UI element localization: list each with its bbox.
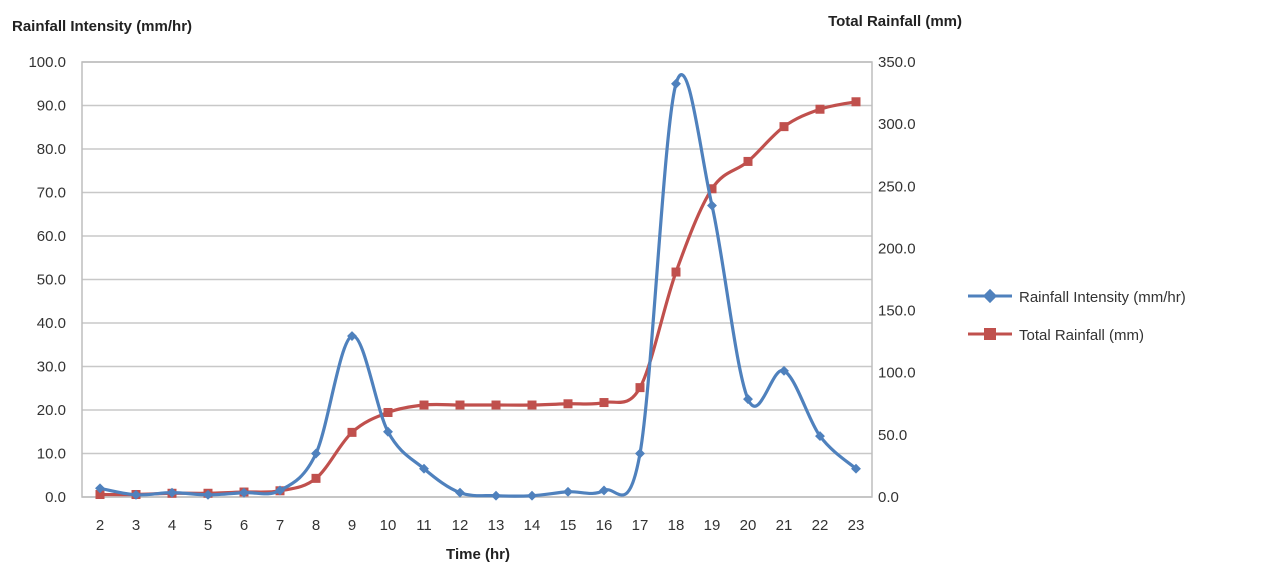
data-point-total-rainfall: [491, 400, 501, 410]
data-point-total-rainfall: [671, 267, 681, 277]
x-tick-label: 13: [488, 517, 505, 534]
right-tick-label: 150.0: [878, 303, 916, 320]
series-total-rainfall: [95, 97, 861, 500]
data-point-rainfall-intensity: [707, 200, 717, 211]
gridlines: [82, 61, 872, 498]
data-point-rainfall-intensity: [455, 487, 465, 498]
right-axis-title: Total Rainfall (mm): [828, 13, 962, 30]
data-point-total-rainfall: [455, 400, 465, 410]
data-point-total-rainfall: [527, 400, 537, 410]
data-point-rainfall-intensity: [743, 394, 753, 405]
x-tick-label: 17: [632, 517, 649, 534]
data-point-total-rainfall: [347, 427, 357, 437]
data-point-total-rainfall: [815, 104, 825, 114]
x-tick-label: 23: [848, 517, 865, 534]
x-axis-title: Time (hr): [446, 546, 510, 563]
right-tick-label: 0.0: [878, 489, 899, 506]
left-tick-label: 70.0: [37, 185, 66, 202]
data-point-total-rainfall: [635, 383, 645, 393]
left-tick-label: 60.0: [37, 228, 66, 245]
right-tick-label: 350.0: [878, 54, 916, 71]
data-point-rainfall-intensity: [311, 448, 321, 459]
x-tick-label: 19: [704, 517, 721, 534]
data-point-total-rainfall: [851, 97, 861, 107]
x-tick-label: 7: [276, 517, 284, 534]
left-axis-title: Rainfall Intensity (mm/hr): [12, 18, 192, 35]
legend-label-total-rainfall: Total Rainfall (mm): [1019, 327, 1144, 344]
data-point-total-rainfall: [563, 399, 573, 409]
data-point-rainfall-intensity: [815, 431, 825, 442]
data-point-rainfall-intensity: [131, 489, 141, 500]
x-tick-label: 21: [776, 517, 793, 534]
legend: Rainfall Intensity (mm/hr) Total Rainfal…: [968, 288, 1186, 344]
data-point-rainfall-intensity: [167, 487, 177, 498]
data-point-rainfall-intensity: [527, 490, 537, 501]
left-tick-label: 100.0: [28, 54, 66, 71]
series-rainfall-intensity: [95, 73, 861, 501]
series-layer: [95, 73, 861, 501]
data-point-total-rainfall: [419, 400, 429, 410]
x-tick-label: 4: [168, 517, 176, 534]
left-tick-label: 80.0: [37, 141, 66, 158]
data-point-rainfall-intensity: [851, 463, 861, 474]
x-tick-label: 3: [132, 517, 140, 534]
data-point-rainfall-intensity: [275, 485, 285, 496]
data-point-rainfall-intensity: [671, 78, 681, 89]
right-tick-label: 250.0: [878, 178, 916, 195]
x-tick-label: 16: [596, 517, 613, 534]
series-line-rainfall-intensity: [99, 73, 858, 498]
right-axis-ticks: 0.0 50.0 100.0 150.0 200.0 250.0 300.0 350.0: [878, 54, 916, 506]
left-axis-ticks: 0.0 10.0 20.0 30.0 40.0 50.0 60.0 70.0 80.0 90.0 1…: [28, 54, 66, 506]
left-tick-label: 20.0: [37, 402, 66, 419]
left-tick-label: 50.0: [37, 272, 66, 289]
data-point-rainfall-intensity: [563, 486, 573, 497]
legend-label-rainfall-intensity: Rainfall Intensity (mm/hr): [1019, 289, 1186, 306]
left-tick-label: 30.0: [37, 359, 66, 376]
x-tick-label: 8: [312, 517, 320, 534]
right-tick-label: 100.0: [878, 365, 916, 382]
x-tick-label: 15: [560, 517, 577, 534]
x-tick-label: 2: [96, 517, 104, 534]
data-point-total-rainfall: [743, 156, 753, 166]
right-tick-label: 200.0: [878, 240, 916, 257]
data-point-rainfall-intensity: [491, 490, 501, 501]
x-tick-label: 10: [380, 517, 397, 534]
x-tick-label: 18: [668, 517, 685, 534]
data-point-total-rainfall: [599, 398, 609, 408]
data-point-rainfall-intensity: [203, 489, 213, 500]
x-tick-label: 11: [416, 517, 432, 534]
legend-item-total-rainfall: Total Rainfall (mm): [968, 327, 1144, 344]
x-tick-label: 20: [740, 517, 757, 534]
data-point-rainfall-intensity: [347, 331, 357, 341]
x-tick-label: 6: [240, 517, 248, 534]
left-tick-label: 10.0: [37, 446, 66, 463]
left-tick-label: 40.0: [37, 315, 66, 332]
data-point-total-rainfall: [707, 184, 717, 194]
data-point-rainfall-intensity: [419, 463, 429, 474]
left-tick-label: 90.0: [37, 98, 66, 115]
x-tick-label: 14: [524, 517, 541, 534]
x-axis-ticks: 2 3 4 5 6 7 8 9 10 11 12 13 14 15 16 17 18 19 20 21 22 23: [96, 517, 865, 534]
series-line-total-rainfall: [99, 100, 857, 497]
data-point-rainfall-intensity: [239, 487, 249, 498]
data-point-total-rainfall: [95, 490, 105, 500]
left-tick-label: 0.0: [45, 489, 66, 506]
right-tick-label: 50.0: [878, 427, 907, 444]
legend-item-rainfall-intensity: Rainfall Intensity (mm/hr): [968, 288, 1186, 306]
data-point-rainfall-intensity: [599, 485, 609, 496]
data-point-rainfall-intensity: [383, 426, 393, 437]
x-tick-label: 9: [348, 517, 356, 534]
right-tick-label: 300.0: [878, 116, 916, 133]
data-point-total-rainfall: [779, 122, 789, 132]
x-tick-label: 5: [204, 517, 212, 534]
data-point-total-rainfall: [383, 407, 393, 417]
data-point-rainfall-intensity: [635, 448, 645, 459]
x-tick-label: 12: [452, 517, 469, 534]
data-point-rainfall-intensity: [779, 365, 789, 376]
x-tick-label: 22: [812, 517, 829, 534]
data-point-total-rainfall: [311, 473, 321, 483]
